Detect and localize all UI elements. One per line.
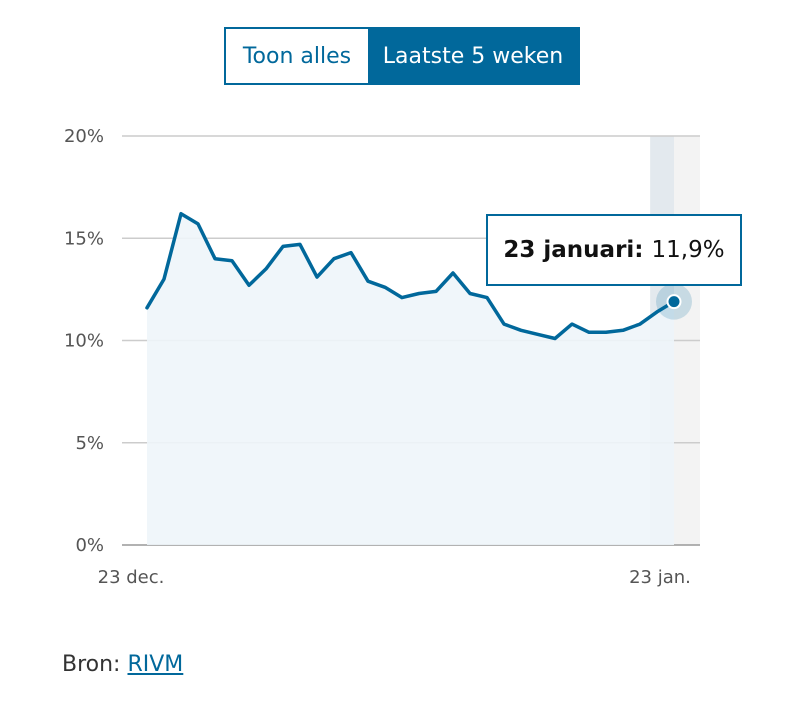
data-point [666,294,682,310]
y-tick-label: 5% [75,433,104,454]
y-tick-label: 15% [64,228,104,249]
series-line [145,211,676,341]
y-tick-label: 10% [64,331,104,352]
tooltip-date: 23 januari: [503,237,644,263]
source-line: Bron: RIVM [62,652,183,677]
y-tick-label: 20% [64,126,104,147]
source-label: Bron: [62,652,121,677]
toggle-last-5-weeks-button[interactable]: Laatste 5 weken [368,29,578,83]
chart-tooltip: 23 januari: 11,9% [486,214,742,286]
source-link[interactable]: RIVM [127,652,184,677]
x-tick-label: 23 dec. [98,567,165,588]
period-toggle: Toon alles Laatste 5 weken [224,27,580,85]
tooltip-value: 11,9% [651,237,725,263]
line-chart: 0% 5% 10% 15% 20% 23 dec. 23 jan. [64,126,700,588]
y-tick-label: 0% [75,535,104,556]
toggle-show-all-button[interactable]: Toon alles [226,29,368,83]
x-tick-label: 23 jan. [629,567,691,588]
series-area [147,213,674,545]
